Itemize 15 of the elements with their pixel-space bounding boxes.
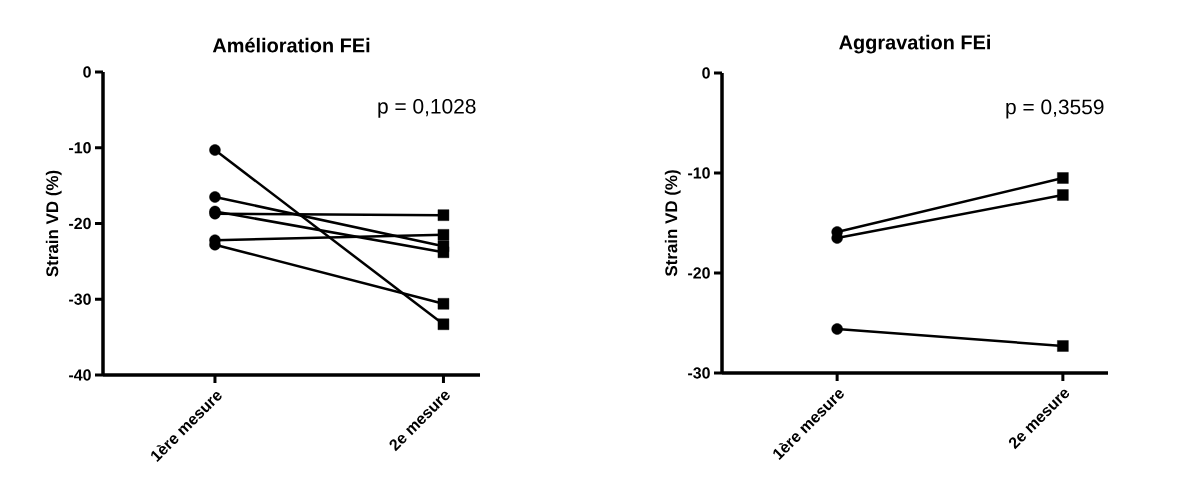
chart-title: Amélioration FEi bbox=[212, 37, 370, 53]
y-tick-label: -30 bbox=[69, 293, 91, 305]
y-tick-label: -20 bbox=[688, 267, 710, 279]
y-tick-label: -20 bbox=[69, 217, 91, 230]
annotation: p = 0,3559 bbox=[1006, 99, 1104, 119]
y-tick-label: 0 bbox=[702, 67, 710, 79]
y-tick-label: -10 bbox=[688, 167, 710, 179]
y-axis-title: Strain VD (%) bbox=[664, 170, 681, 277]
y-tick-label: 0 bbox=[83, 66, 91, 78]
y-axis-title: Strain VD (%) bbox=[45, 170, 62, 277]
chart-title: Aggravation FEi bbox=[839, 34, 990, 54]
y-tick-label: -40 bbox=[69, 369, 91, 381]
annotation: p = 0,1028 bbox=[378, 98, 476, 118]
y-tick-label: -10 bbox=[69, 142, 91, 154]
y-tick-label: -30 bbox=[688, 367, 710, 379]
